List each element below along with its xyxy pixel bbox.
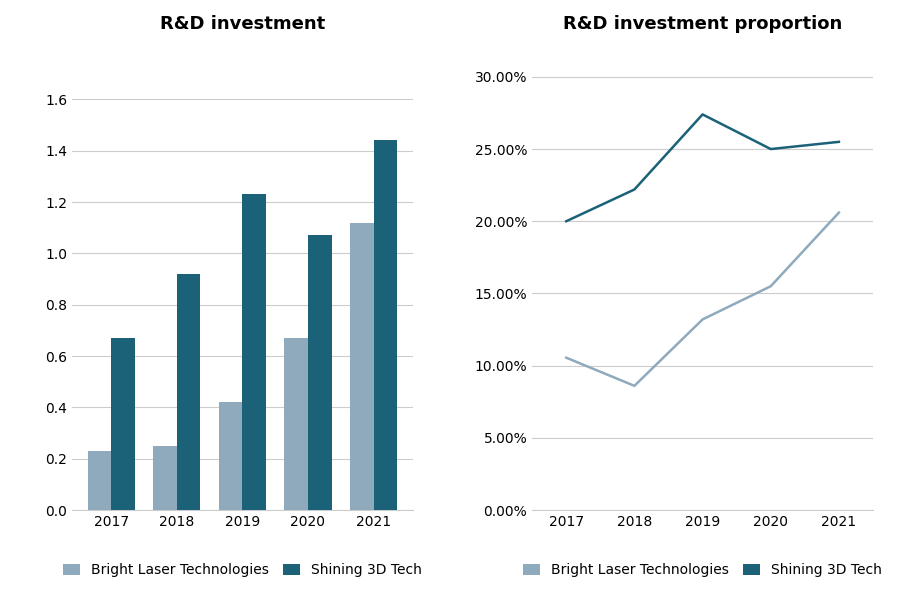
Shining 3D Tech xyxy=(765,145,776,152)
Bright Laser Technologies xyxy=(833,209,844,216)
Bar xyxy=(87,451,112,510)
Legend: Bright Laser Technologies, Shining 3D Tech: Bright Laser Technologies, Shining 3D Te… xyxy=(63,563,421,577)
Bright Laser Technologies xyxy=(698,316,708,323)
Bright Laser Technologies xyxy=(765,283,776,290)
Bright Laser Technologies xyxy=(561,354,572,361)
Bright Laser Technologies xyxy=(629,382,640,389)
Shining 3D Tech xyxy=(833,138,844,145)
Title: R&D investment proportion: R&D investment proportion xyxy=(562,14,842,32)
Shining 3D Tech xyxy=(561,218,572,225)
Legend: Bright Laser Technologies, Shining 3D Tech: Bright Laser Technologies, Shining 3D Te… xyxy=(524,563,882,577)
Bar xyxy=(308,235,331,510)
Shining 3D Tech xyxy=(629,186,640,193)
Bar xyxy=(242,194,266,510)
Bar xyxy=(177,274,201,510)
Line: Bright Laser Technologies: Bright Laser Technologies xyxy=(566,212,839,386)
Title: R&D investment: R&D investment xyxy=(160,14,325,32)
Bar xyxy=(350,223,374,510)
Bar xyxy=(284,338,308,510)
Shining 3D Tech xyxy=(698,111,708,118)
Line: Shining 3D Tech: Shining 3D Tech xyxy=(566,115,839,221)
Bar xyxy=(374,140,397,510)
Bar xyxy=(112,338,135,510)
Bar xyxy=(153,446,177,510)
Bar xyxy=(219,402,242,510)
